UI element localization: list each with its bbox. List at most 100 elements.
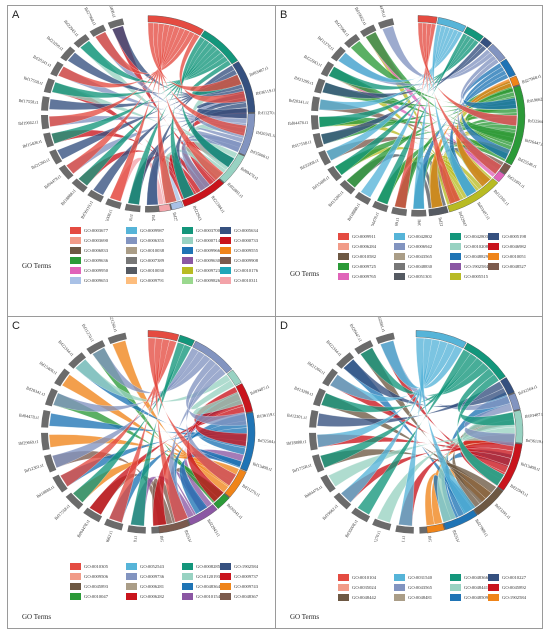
legend-swatch [338, 252, 349, 260]
chord-ribbon [190, 380, 243, 415]
legend-swatch [450, 272, 461, 280]
legend-swatch [70, 266, 81, 274]
legend-item: GO:0005515 [450, 272, 488, 280]
gene-segment [41, 432, 50, 451]
gene-segment [372, 518, 392, 531]
legend-title: GO Terms [22, 262, 52, 270]
legend-label: GO:0048442 [352, 594, 376, 600]
chord-ribbon [193, 127, 244, 153]
gene-label: Ibf04478.t1 [376, 6, 387, 18]
legend-label: GO:0048441 [464, 584, 488, 590]
gene-label: Ibf36119.t1 [525, 438, 543, 445]
chord-ribbon [350, 40, 517, 110]
gene-label: Ibf35008.t1 [250, 148, 271, 160]
legend-swatch [126, 582, 137, 590]
gene-label: Ibf25548.t1 [172, 212, 182, 221]
legend-swatch [126, 592, 137, 600]
gene-segment [314, 78, 326, 94]
legend-item: GO:0120193 [182, 572, 220, 580]
chord-ribbon [108, 338, 170, 523]
term-arc [147, 15, 204, 36]
legend-swatch [70, 236, 81, 244]
legend-swatch [450, 252, 461, 260]
legend-label: GO:0010154 [196, 593, 220, 599]
gene-segment [105, 198, 122, 209]
gene-label: Ibf27968.t1 [521, 73, 542, 84]
legend-swatch [126, 562, 137, 570]
legend-item: GO:0010176 [220, 266, 258, 274]
gene-label: Ibf02881.t1 [417, 219, 422, 226]
gene-segment [73, 34, 90, 48]
gene-label: Ibf17558.t1 [292, 462, 313, 473]
legend-swatch [182, 582, 193, 590]
term-arc [417, 15, 438, 24]
legend-swatch [126, 572, 137, 580]
legend-label: GO:0010305 [84, 563, 108, 569]
chord-ribbon [422, 22, 503, 175]
legend-swatch [488, 252, 499, 260]
legend-swatch [182, 236, 193, 244]
term-arc [509, 75, 520, 87]
term-arc [463, 342, 506, 381]
term-arc [436, 17, 467, 33]
gene-segment [43, 454, 57, 473]
gene-label: Ibf29669.t1 [391, 217, 400, 226]
gene-label: Ibf15408.t1 [520, 461, 541, 472]
legend-swatch [488, 242, 499, 250]
legend-item: GO:0003677 [70, 226, 108, 234]
gene-segment [50, 61, 64, 77]
term-arc [493, 170, 506, 183]
gene-segment [71, 178, 88, 193]
legend-item: GO:0010047 [70, 592, 108, 600]
gene-segment [360, 24, 377, 37]
legend-item: GO:0006282 [126, 592, 164, 600]
gene-label: Ibf22344.t1 [210, 195, 226, 214]
chord-ribbon [346, 91, 515, 188]
legend-swatch [450, 262, 461, 270]
gene-segment [43, 78, 55, 94]
legend-item: GO:0009653 [70, 276, 108, 284]
gene-label: Ibf03487.t1 [249, 384, 270, 396]
legend-label: GO:0005198 [502, 233, 526, 239]
legend-label: GO:1902584 [464, 263, 488, 269]
legend-item: GO:0005634 [220, 226, 258, 234]
legend-item: GO:0006281 [126, 582, 164, 590]
chord-ribbon [398, 338, 433, 527]
legend-item: GO:0009555 [220, 246, 258, 254]
gene-label: Ibf18888.t1 [60, 188, 77, 206]
legend-item: GO:0003700 [182, 226, 220, 234]
legend-item: GO:0048509 [450, 593, 488, 601]
gene-label: Ibf22943.t1 [63, 19, 80, 38]
legend-item: GO:0010051 [488, 252, 526, 260]
legend-label: GO:0009737 [234, 573, 258, 579]
legend-swatch [488, 573, 499, 581]
term-arc [147, 330, 180, 342]
legend-item: GO:0046982 [488, 242, 526, 250]
term-arc [235, 383, 253, 413]
legend-label: GO:0009736 [140, 573, 164, 579]
term-arc [170, 200, 184, 211]
legend-item: GO:0009966 [182, 246, 220, 254]
term-arc [181, 178, 225, 207]
legend-item: GO:0010227 [488, 573, 526, 581]
legend-item: GO:0005198 [488, 232, 526, 240]
go-terms-legend: GO Terms GO:0010104 GO:0031540 GO:0048366 G… [276, 571, 543, 626]
chord-ribbon [72, 344, 192, 503]
gene-label: Ibf27968.t1 [83, 6, 97, 26]
legend-item: GO:0006355 [126, 236, 164, 244]
chord-ribbon [360, 26, 451, 198]
gene-segment [320, 61, 335, 77]
panel-letter: B [280, 9, 288, 21]
term-arc [213, 493, 230, 509]
legend-swatch [182, 592, 193, 600]
legend-swatch [220, 276, 231, 284]
gene-segment [49, 149, 63, 165]
gene-segment [309, 432, 318, 451]
chord-diagram: Ibf32564.t1 Ibf03487.t1 Ibf36119.t1 Ibf1540… [286, 317, 543, 542]
term-arc [219, 153, 245, 183]
gene-label: Ibf22943.t1 [458, 211, 470, 226]
legend-item: GO:0009636 [70, 256, 108, 264]
gene-label: Ibf00478.t1 [240, 166, 260, 181]
legend-item: GO:0009725 [338, 262, 376, 270]
legend-label: GO:0006284 [352, 243, 376, 249]
